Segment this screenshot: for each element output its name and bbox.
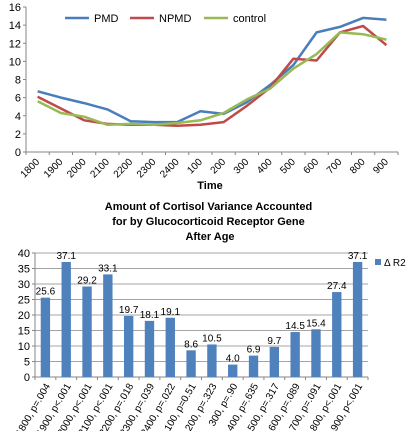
line-chart-axes: 0 2 4 6 8 10 12 14 16 1800 1900 2000 2100 2200 2300 240… — [9, 2, 399, 181]
bar-value-label: 19.1 — [161, 307, 181, 318]
line-chart-x-tick-label: 800 — [348, 157, 368, 177]
bar — [311, 329, 321, 377]
bar-value-label: 33.1 — [98, 263, 118, 274]
bar-value-label: 8.6 — [184, 339, 198, 350]
line-chart-x-tick-label: 700 — [325, 157, 345, 177]
bar-chart-title-line-2: for by Glucocorticoid Receptor Gene — [112, 216, 305, 228]
line-chart-y-tick-label: 0 — [15, 147, 21, 159]
line-legend-label-control: control — [233, 13, 266, 25]
bar-value-label: 37.1 — [56, 251, 76, 262]
bar — [207, 344, 217, 377]
bar-chart-y-tick-label: 10 — [18, 341, 30, 353]
bar — [61, 261, 71, 377]
line-chart-x-tick-label: 400 — [255, 157, 275, 177]
line-legend-label-npmd: NPMD — [159, 13, 191, 25]
line-chart-x-axis-label: Time — [197, 180, 222, 192]
line-chart-legend: PMD NPMD control — [65, 13, 266, 25]
line-chart-y-tick-label: 14 — [9, 20, 21, 32]
line-chart-x-tick-label: 100 — [185, 157, 205, 177]
bar-chart-title-line-3: After Age — [185, 231, 234, 243]
bar — [123, 315, 134, 377]
line-chart-y-tick-label: 10 — [9, 56, 21, 68]
bar-value-label: 15.4 — [306, 318, 326, 329]
bar-value-label: 4.0 — [226, 354, 240, 365]
line-series-pmd — [37, 16, 387, 124]
bar — [165, 317, 175, 377]
bar — [290, 332, 300, 377]
bar-value-label: 19.7 — [119, 305, 139, 316]
line-chart-y-tick-label: 4 — [15, 111, 21, 123]
bar-chart-title-line-1: Amount of Cortisol Variance Accounted — [105, 201, 312, 213]
line-chart-y-tick-label: 16 — [9, 2, 21, 14]
bar-chart-axes: 0 5 10 15 20 25 30 35 40 — [18, 248, 369, 384]
bar-chart-legend: Δ R2 — [375, 258, 406, 269]
bar-legend-swatch — [375, 259, 381, 265]
bar-chart-y-tick-label: 5 — [24, 357, 30, 369]
line-chart-x-tick-label: 2400 — [158, 157, 182, 181]
bar — [352, 261, 363, 377]
bar — [186, 350, 196, 377]
bar — [269, 346, 280, 377]
bar-chart-y-tick-label: 0 — [24, 372, 30, 384]
bar-chart-y-tick-label: 40 — [18, 248, 30, 260]
line-chart-y-tick-label: 6 — [15, 93, 21, 105]
bar-chart-y-tick-label: 20 — [18, 310, 30, 322]
line-chart-x-tick-label: 1900 — [42, 157, 66, 181]
bar-value-label: 18.1 — [140, 310, 160, 321]
line-chart-x-tick-label: 2200 — [112, 157, 136, 181]
bar — [82, 286, 92, 377]
line-chart-x-tick-label: 200 — [209, 157, 229, 177]
line-series-npmd — [37, 24, 388, 127]
bar-chart-y-tick-label: 35 — [18, 264, 30, 276]
bar — [144, 320, 155, 377]
line-chart-x-tick-label: 300 — [232, 157, 252, 177]
line-chart-x-tick-label: 1800 — [19, 157, 43, 181]
bar-value-label: 25.6 — [36, 287, 56, 298]
bar-chart-y-tick-label: 30 — [18, 279, 30, 291]
bar-value-label: 37.1 — [348, 251, 368, 262]
bar-value-label: 9.7 — [267, 336, 281, 347]
bar-chart-bars — [40, 261, 363, 377]
line-chart-x-tick-label: 2000 — [65, 157, 89, 181]
line-chart-y-tick-label: 12 — [9, 38, 21, 50]
bar-value-label: 14.5 — [285, 321, 305, 332]
bar-value-label: 27.4 — [327, 281, 347, 292]
bar-chart-y-tick-label: 15 — [18, 326, 30, 338]
bar-value-label: 6.9 — [247, 345, 261, 356]
bar-legend-label: Δ R2 — [384, 258, 406, 269]
bar-value-label: 10.5 — [202, 333, 222, 344]
line-chart-series — [37, 16, 388, 127]
bar — [40, 297, 51, 377]
bar-value-label: 29.2 — [77, 275, 97, 286]
line-chart-x-tick-label: 500 — [278, 157, 298, 177]
bar — [248, 355, 259, 377]
line-chart-y-tick-label: 2 — [15, 129, 21, 141]
bar-chart-y-tick-label: 25 — [18, 295, 30, 307]
line-chart-y-tick-label: 8 — [15, 75, 21, 87]
bar — [103, 274, 113, 377]
bar-chart-value-labels: 25.6 37.1 29.233.1 19.7 18.1 19.1 8.6 10.5 4.0 6.… — [36, 251, 368, 365]
bar-chart: Amount of Cortisol Variance Accounted fo… — [14, 201, 406, 431]
bar — [332, 292, 342, 377]
line-chart-x-tick-label: 600 — [302, 157, 322, 177]
bar-chart-title: Amount of Cortisol Variance Accounted fo… — [105, 201, 315, 243]
line-chart-x-tick-label: 2100 — [88, 157, 112, 181]
line-legend-label-pmd: PMD — [94, 13, 119, 25]
bar — [228, 364, 238, 377]
line-chart-x-tick-label: 900 — [371, 157, 391, 177]
line-chart-x-tick-label: 2300 — [135, 157, 159, 181]
line-series-control — [37, 31, 387, 127]
